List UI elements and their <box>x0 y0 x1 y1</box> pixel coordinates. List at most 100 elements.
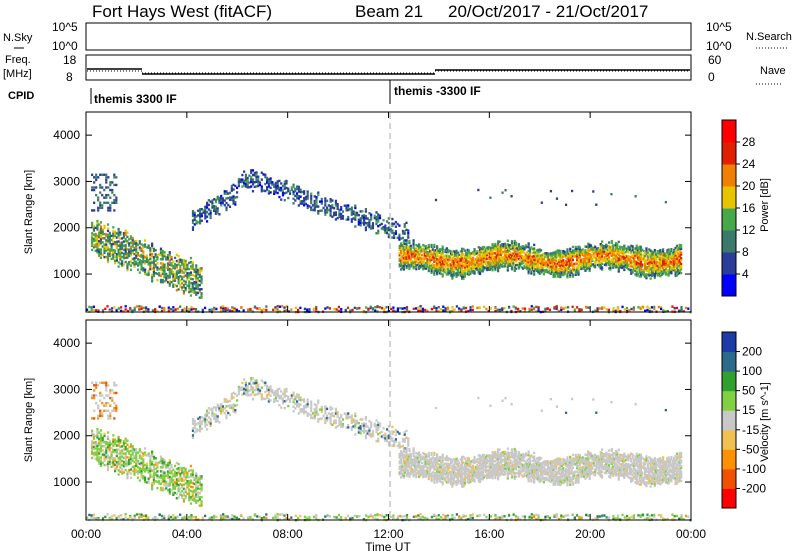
power-pixel <box>477 249 480 253</box>
power-pixel <box>429 266 432 270</box>
power-pixel <box>587 244 590 247</box>
power-pixel <box>678 264 681 267</box>
power-pixel <box>614 258 618 262</box>
power-pixel <box>234 196 237 199</box>
velocity-pixel <box>278 513 282 516</box>
velocity-pixel <box>103 432 106 436</box>
power-pixel <box>232 202 235 205</box>
power-pixel <box>262 189 265 192</box>
velocity-pixel <box>110 518 114 521</box>
power-pixel <box>412 244 415 248</box>
power-pixel <box>121 243 124 246</box>
power-pixel <box>577 245 580 248</box>
power-pixel <box>485 266 489 270</box>
power-pixel <box>442 262 446 266</box>
power-pixel <box>449 254 453 257</box>
power-pixel <box>498 249 501 253</box>
power-pixel <box>635 255 638 259</box>
power-pixel <box>549 267 552 270</box>
velocity-pixel <box>189 469 193 472</box>
power-pixel <box>527 259 530 262</box>
velocity-pixel <box>646 516 649 520</box>
power-pixel <box>470 257 473 261</box>
power-pixel <box>154 253 157 256</box>
velocity-pixel <box>200 485 203 488</box>
power-pixel <box>490 265 493 268</box>
power-pixel <box>476 255 479 259</box>
power-pixel <box>613 251 616 254</box>
power-pixel <box>517 246 521 250</box>
power-pixel <box>345 204 348 207</box>
power-pixel <box>184 288 187 292</box>
power-pixel <box>530 262 533 266</box>
power-pixel <box>581 261 584 264</box>
power-pixel <box>631 248 634 252</box>
power-pixel <box>477 266 480 269</box>
power-pixel <box>485 268 489 272</box>
power-pixel <box>444 250 447 254</box>
power-pixel <box>225 192 228 195</box>
power-pixel <box>92 229 96 232</box>
power-pixel <box>546 256 550 259</box>
power-pixel <box>471 305 474 308</box>
power-pixel <box>460 258 464 262</box>
power-pixel <box>345 218 348 221</box>
power-pixel <box>111 201 114 204</box>
power-pixel <box>159 278 163 282</box>
power-pixel <box>474 258 478 261</box>
power-pixel <box>650 274 654 277</box>
power-pixel <box>635 248 638 251</box>
velocity-pixel <box>641 514 645 517</box>
power-pixel <box>646 251 649 254</box>
power-pixel <box>456 268 460 271</box>
velocity-pixel <box>628 517 631 520</box>
power-pixel <box>189 265 193 268</box>
velocity-pixel <box>573 517 576 521</box>
velocity-pixel <box>159 470 163 473</box>
power-pixel <box>671 264 674 268</box>
power-pixel <box>494 248 497 251</box>
power-pixel <box>422 247 425 251</box>
velocity-pixel <box>198 496 201 499</box>
velocity-pixel <box>188 492 191 496</box>
power-pixel <box>533 251 536 254</box>
power-pixel <box>628 246 631 250</box>
power-pixel <box>320 209 323 212</box>
power-pixel <box>465 251 468 255</box>
power-pixel <box>223 190 226 193</box>
power-pixel <box>619 264 622 267</box>
power-pixel <box>303 199 306 202</box>
power-pixel <box>204 217 207 220</box>
velocity-pixel <box>371 514 375 518</box>
power-pixel <box>387 217 390 220</box>
power-pixel <box>501 257 504 261</box>
power-pixel <box>413 249 417 252</box>
power-pixel <box>610 239 613 243</box>
power-pixel <box>184 270 187 273</box>
power-pixel <box>113 199 116 202</box>
power-pixel <box>456 271 460 275</box>
power-pixel <box>562 307 565 310</box>
velocity-pixel <box>324 515 327 518</box>
velocity-pixel <box>142 466 145 470</box>
power-pixel <box>596 309 599 312</box>
power-pixel <box>591 248 594 251</box>
power-pixel <box>566 248 569 251</box>
power-pixel <box>375 218 378 221</box>
velocity-pixel <box>189 481 193 484</box>
velocity-pixel <box>99 450 103 453</box>
power-pixel <box>462 253 465 256</box>
power-pixel <box>538 250 541 253</box>
power-pixel <box>512 248 515 252</box>
velocity-pixel <box>294 514 297 518</box>
power-pixel <box>131 239 134 242</box>
power-pixel <box>109 183 112 187</box>
power-pixel <box>656 266 659 270</box>
power-pixel <box>520 266 523 269</box>
velocity-pixel <box>99 445 103 449</box>
power-pixel <box>621 253 625 256</box>
power-pixel <box>370 225 373 228</box>
velocity-pixel <box>131 449 134 452</box>
power-pixel <box>515 263 518 267</box>
power-pixel <box>213 306 216 310</box>
